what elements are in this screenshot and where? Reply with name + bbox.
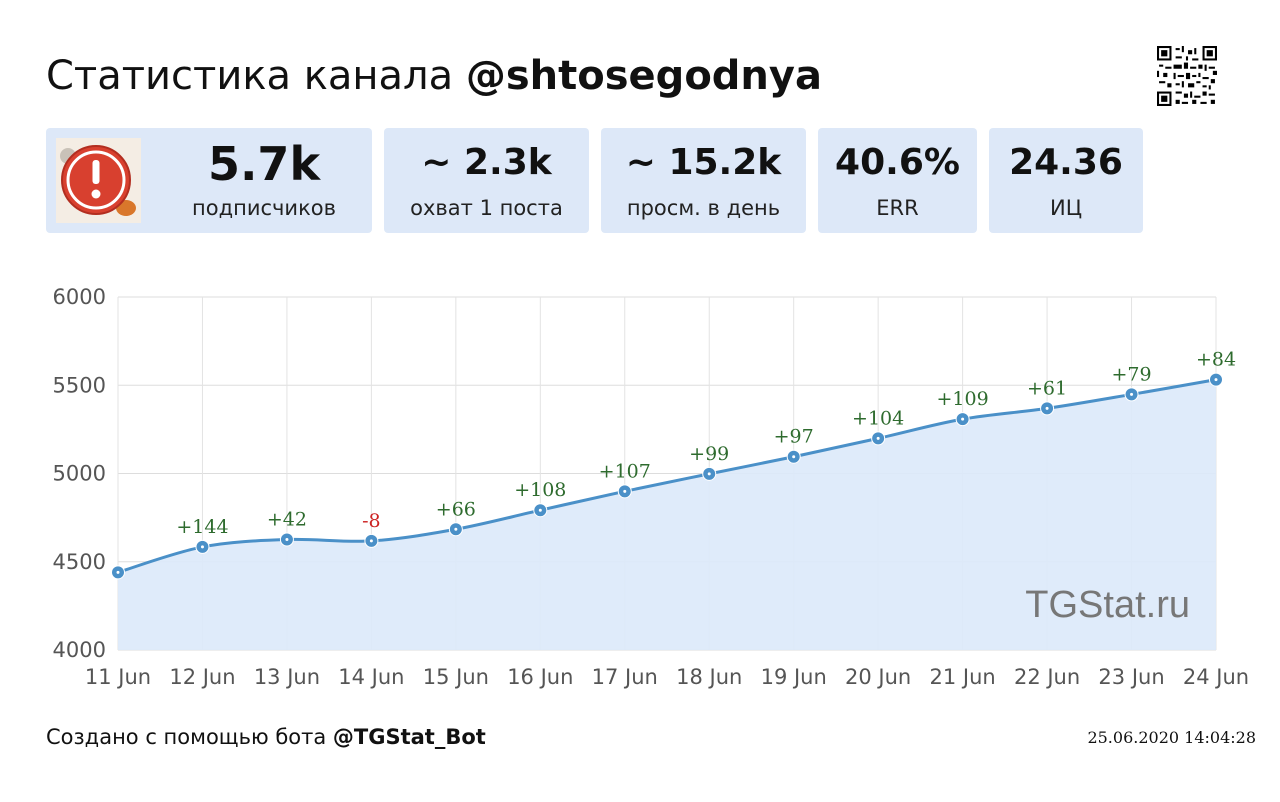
chart-data-labels: +144 +42 -8 +66 +108 +107 +99 +97 +104 +109 +61 +79… bbox=[176, 349, 1236, 538]
x-tick-label: 13 Jun bbox=[254, 665, 320, 689]
subscribers-label: подписчиков bbox=[192, 196, 336, 220]
footer-timestamp: 25.06.2020 14:04:28 bbox=[1087, 728, 1256, 747]
data-label: +99 bbox=[689, 443, 729, 465]
y-tick-label: 6000 bbox=[53, 285, 106, 309]
y-axis-ticks: 4000 4500 5000 5500 6000 bbox=[53, 285, 106, 662]
ic-label: ИЦ bbox=[1049, 196, 1082, 220]
chart-area-fill bbox=[118, 379, 1216, 650]
data-label: +144 bbox=[176, 516, 228, 538]
x-tick-label: 23 Jun bbox=[1098, 665, 1164, 689]
x-tick-label: 17 Jun bbox=[592, 665, 658, 689]
x-tick-label: 14 Jun bbox=[338, 665, 404, 689]
daily-views-value: ~ 15.2k bbox=[625, 142, 782, 183]
chart-points bbox=[111, 372, 1223, 580]
x-tick-label: 18 Jun bbox=[676, 665, 742, 689]
err-card: 40.6% ERR bbox=[818, 128, 977, 233]
tgstat-watermark: TGStat.ru bbox=[1025, 584, 1190, 626]
channel-name[interactable]: @shtosegodnya bbox=[465, 53, 822, 99]
y-tick-label: 4000 bbox=[53, 638, 106, 662]
x-tick-label: 21 Jun bbox=[930, 665, 996, 689]
x-axis-ticks: 11 Jun 12 Jun 13 Jun 14 Jun 15 Jun 16 Jun 17 J… bbox=[85, 665, 1249, 689]
subscribers-card: 5.7k подписчиков bbox=[46, 128, 372, 233]
x-tick-label: 15 Jun bbox=[423, 665, 489, 689]
subscribers-value: 5.7k bbox=[207, 137, 321, 191]
data-label: +107 bbox=[599, 460, 651, 482]
x-tick-label: 24 Jun bbox=[1183, 665, 1249, 689]
y-tick-label: 5500 bbox=[53, 373, 106, 397]
x-tick-label: 11 Jun bbox=[85, 665, 151, 689]
err-label: ERR bbox=[876, 196, 919, 220]
data-label: -8 bbox=[362, 510, 381, 532]
data-label: +104 bbox=[852, 407, 904, 429]
title-prefix: Статистика канала bbox=[46, 53, 454, 99]
data-label: +61 bbox=[1027, 377, 1067, 399]
channel-avatar bbox=[56, 138, 141, 223]
footer-credit: Создано с помощью бота @TGStat_Bot bbox=[46, 722, 486, 752]
ic-card: 24.36 ИЦ bbox=[989, 128, 1143, 233]
data-label: +109 bbox=[937, 388, 989, 410]
reach-label: охват 1 поста bbox=[410, 196, 563, 220]
data-label: +108 bbox=[514, 479, 566, 501]
qr-code-icon bbox=[1157, 46, 1217, 106]
data-label: +97 bbox=[774, 426, 814, 448]
y-tick-label: 5000 bbox=[53, 462, 106, 486]
data-label: +66 bbox=[436, 498, 476, 520]
daily-views-card: ~ 15.2k просм. в день bbox=[601, 128, 806, 233]
reach-card: ~ 2.3k охват 1 поста bbox=[384, 128, 589, 233]
data-label: +42 bbox=[267, 509, 307, 531]
x-tick-label: 16 Jun bbox=[507, 665, 573, 689]
footer-bot-link[interactable]: @TGStat_Bot bbox=[332, 725, 486, 749]
x-tick-label: 12 Jun bbox=[169, 665, 235, 689]
ic-value: 24.36 bbox=[1009, 142, 1123, 183]
reach-value: ~ 2.3k bbox=[421, 142, 552, 183]
data-label: +79 bbox=[1111, 363, 1151, 385]
data-label: +84 bbox=[1196, 349, 1236, 371]
x-tick-label: 22 Jun bbox=[1014, 665, 1080, 689]
x-tick-label: 19 Jun bbox=[761, 665, 827, 689]
footer-prefix: Создано с помощью бота bbox=[46, 725, 327, 749]
daily-views-label: просм. в день bbox=[626, 196, 781, 220]
x-tick-label: 20 Jun bbox=[845, 665, 911, 689]
page-title: Статистика канала @shtosegodnya bbox=[46, 50, 822, 102]
err-value: 40.6% bbox=[835, 142, 960, 183]
chart-line bbox=[117, 378, 1217, 574]
y-tick-label: 4500 bbox=[53, 550, 106, 574]
